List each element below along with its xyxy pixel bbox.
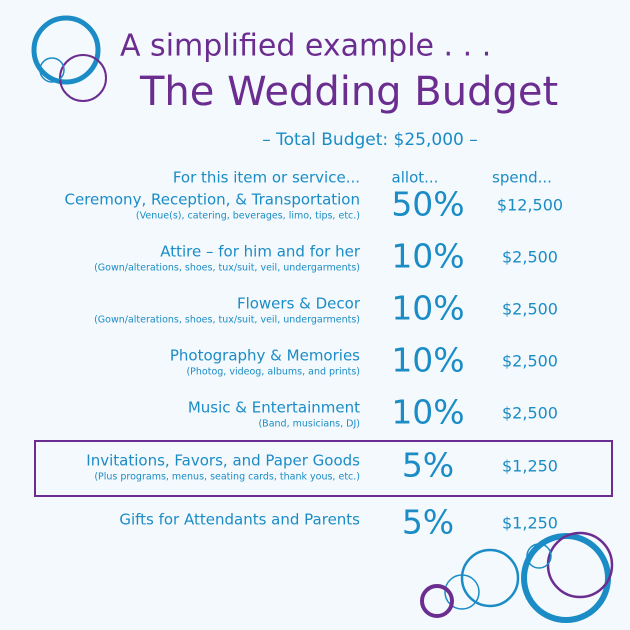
allot: 10% [391,289,464,328]
item-note: (Band, musicians, DJ) [258,419,360,430]
spend: $1,250 [502,457,558,476]
item-note: (Gown/alterations, shoes, tux/suit, veil… [94,263,360,274]
item-note: (Plus programs, menus, seating cards, th… [94,472,360,483]
item: Invitations, Favors, and Paper Goods [86,452,360,470]
allot: 50% [391,185,464,224]
item: Music & Entertainment [188,399,360,417]
item-note: (Gown/alterations, shoes, tux/suit, veil… [94,315,360,326]
spend: $2,500 [502,404,558,423]
spend: $2,500 [502,248,558,267]
allot: 10% [391,237,464,276]
column-header: For this item or service... [173,169,360,187]
spend: $12,500 [497,196,563,215]
total-budget: – Total Budget: $25,000 – [262,130,478,150]
column-header: spend... [492,169,552,187]
item: Flowers & Decor [237,295,361,313]
spend: $2,500 [502,300,558,319]
item: Ceremony, Reception, & Transportation [65,191,361,209]
subtitle: A simplified example . . . [120,29,491,64]
top-circles [31,15,107,102]
rows: Ceremony, Reception, & Transportation (Ve… [65,185,564,542]
allot: 10% [391,393,464,432]
column-header: allot... [392,169,439,187]
item-note: (Photog, videog, albums, and prints) [186,367,360,378]
spend: $1,250 [502,514,558,533]
highlight-box [34,440,613,497]
item: Gifts for Attendants and Parents [119,511,360,529]
title: The Wedding Budget [139,69,558,115]
item: Photography & Memories [170,347,360,365]
allot: 5% [402,503,454,542]
item: Attire – for him and for her [160,243,361,261]
allot: 5% [402,446,454,485]
allot: 10% [391,341,464,380]
bottom-circles [420,531,614,623]
spend: $2,500 [502,352,558,371]
item-note: (Venue(s), catering, beverages, limo, ti… [136,211,360,222]
